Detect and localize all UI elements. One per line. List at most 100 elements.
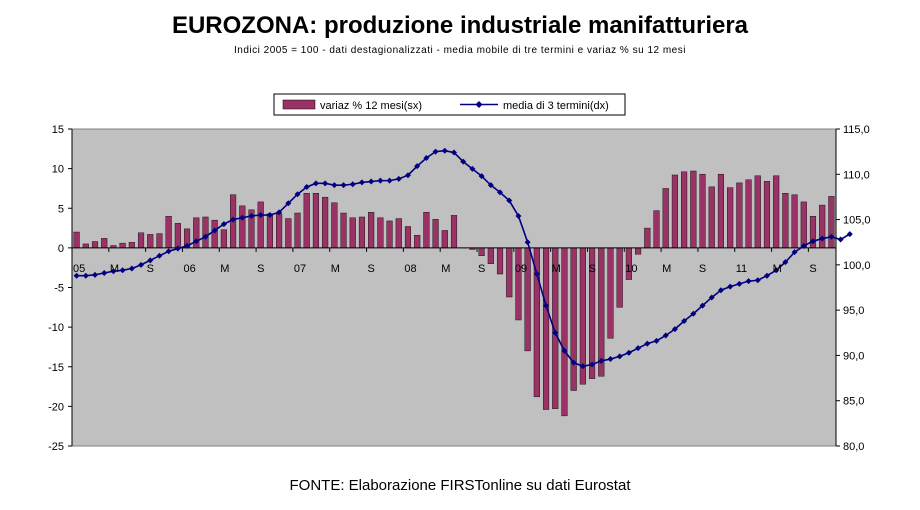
- bar: [377, 217, 384, 249]
- line-point: [110, 268, 117, 275]
- line-point: [395, 175, 402, 182]
- chart: variaz % 12 mesi(sx) media di 3 termini(…: [48, 93, 871, 453]
- bar: [303, 192, 310, 249]
- bar: [174, 223, 181, 249]
- legend-line-marker: [475, 101, 483, 108]
- line-point: [533, 270, 540, 277]
- x-tick-label: S: [699, 263, 706, 275]
- chart-subtitle: Indici 2005 = 100 - dati destagionalizza…: [234, 45, 686, 56]
- line-point: [285, 200, 292, 207]
- line-point: [635, 345, 642, 352]
- line-point: [441, 147, 448, 154]
- bar: [782, 192, 789, 249]
- line-point: [469, 165, 476, 172]
- line-point: [257, 212, 264, 219]
- line-point: [322, 180, 329, 187]
- right-axis-ticks: 115,0 110,0 105,0 100,0 95,0 90,0 85,0 80,0: [836, 124, 871, 453]
- bar: [257, 201, 264, 249]
- line-point: [358, 179, 365, 186]
- bar: [276, 213, 283, 249]
- bar: [690, 170, 697, 249]
- x-tick-label: 05: [73, 263, 85, 275]
- bar: [800, 201, 807, 249]
- line-point: [165, 248, 172, 255]
- line-point: [211, 227, 218, 234]
- bar: [533, 247, 540, 398]
- line-point: [819, 235, 826, 242]
- line-point: [782, 259, 789, 266]
- left-tick-label: -10: [48, 322, 64, 334]
- line-point: [220, 221, 227, 228]
- bar: [312, 192, 319, 249]
- line-point: [239, 214, 246, 221]
- x-tick-label: S: [257, 263, 264, 275]
- line-point: [340, 182, 347, 189]
- line-point: [616, 353, 623, 360]
- bar: [727, 187, 734, 249]
- line-point: [184, 242, 191, 249]
- right-tick-label: 115,0: [843, 124, 870, 136]
- line-point: [368, 178, 375, 185]
- line-point: [128, 265, 135, 272]
- line-point: [809, 238, 816, 245]
- bar: [717, 173, 725, 249]
- bar: [542, 247, 550, 410]
- bar: [791, 194, 798, 249]
- line-point: [386, 177, 393, 184]
- bar: [128, 242, 135, 249]
- line-point: [773, 267, 780, 274]
- line-point: [579, 363, 586, 370]
- line-point: [570, 359, 577, 366]
- left-tick-label: -20: [48, 401, 64, 413]
- bar: [340, 212, 347, 249]
- line-point: [515, 212, 522, 219]
- line-point: [736, 280, 743, 287]
- line-point: [266, 212, 273, 219]
- right-tick-label: 95,0: [843, 305, 864, 317]
- line-point: [524, 239, 531, 246]
- bar: [662, 188, 669, 249]
- right-tick-label: 90,0: [843, 350, 864, 362]
- left-tick-label: 5: [58, 203, 64, 215]
- line-point: [276, 209, 283, 216]
- line-point: [147, 257, 154, 264]
- line-point: [589, 361, 596, 368]
- line-point: [156, 252, 163, 259]
- line-point: [681, 318, 688, 325]
- bar: [73, 231, 80, 249]
- right-tick-label: 105,0: [843, 215, 871, 227]
- bar: [773, 175, 780, 249]
- left-tick-label: 0: [58, 243, 64, 255]
- line-point: [303, 183, 310, 190]
- right-tick-label: 110,0: [843, 169, 870, 181]
- bar: [119, 242, 126, 249]
- line-point: [349, 181, 356, 188]
- x-tick-label: S: [809, 263, 816, 275]
- line-point: [800, 242, 807, 249]
- bar: [598, 247, 605, 377]
- bar: [294, 212, 301, 249]
- bar: [441, 230, 448, 249]
- line-point: [791, 249, 798, 256]
- bar: [745, 179, 752, 249]
- legend-label-line: media di 3 termini(dx): [503, 100, 609, 112]
- bar: [653, 210, 660, 249]
- line-point: [690, 310, 697, 317]
- bar: [570, 247, 577, 391]
- bar: [211, 219, 218, 249]
- bar: [644, 227, 651, 249]
- bar: [699, 173, 706, 249]
- x-tick-label: 06: [183, 263, 195, 275]
- legend: variaz % 12 mesi(sx) media di 3 termini(…: [273, 93, 626, 116]
- x-tick-label: 09: [515, 263, 527, 275]
- bar: [681, 171, 688, 249]
- bar: [404, 226, 412, 249]
- left-tick-label: -5: [54, 283, 64, 295]
- line-point: [423, 154, 430, 161]
- x-tick-label: 10: [625, 263, 637, 275]
- bar: [358, 216, 366, 249]
- bar: [635, 247, 642, 255]
- line-point: [699, 302, 706, 309]
- bar: [423, 212, 430, 249]
- line-point: [331, 182, 338, 189]
